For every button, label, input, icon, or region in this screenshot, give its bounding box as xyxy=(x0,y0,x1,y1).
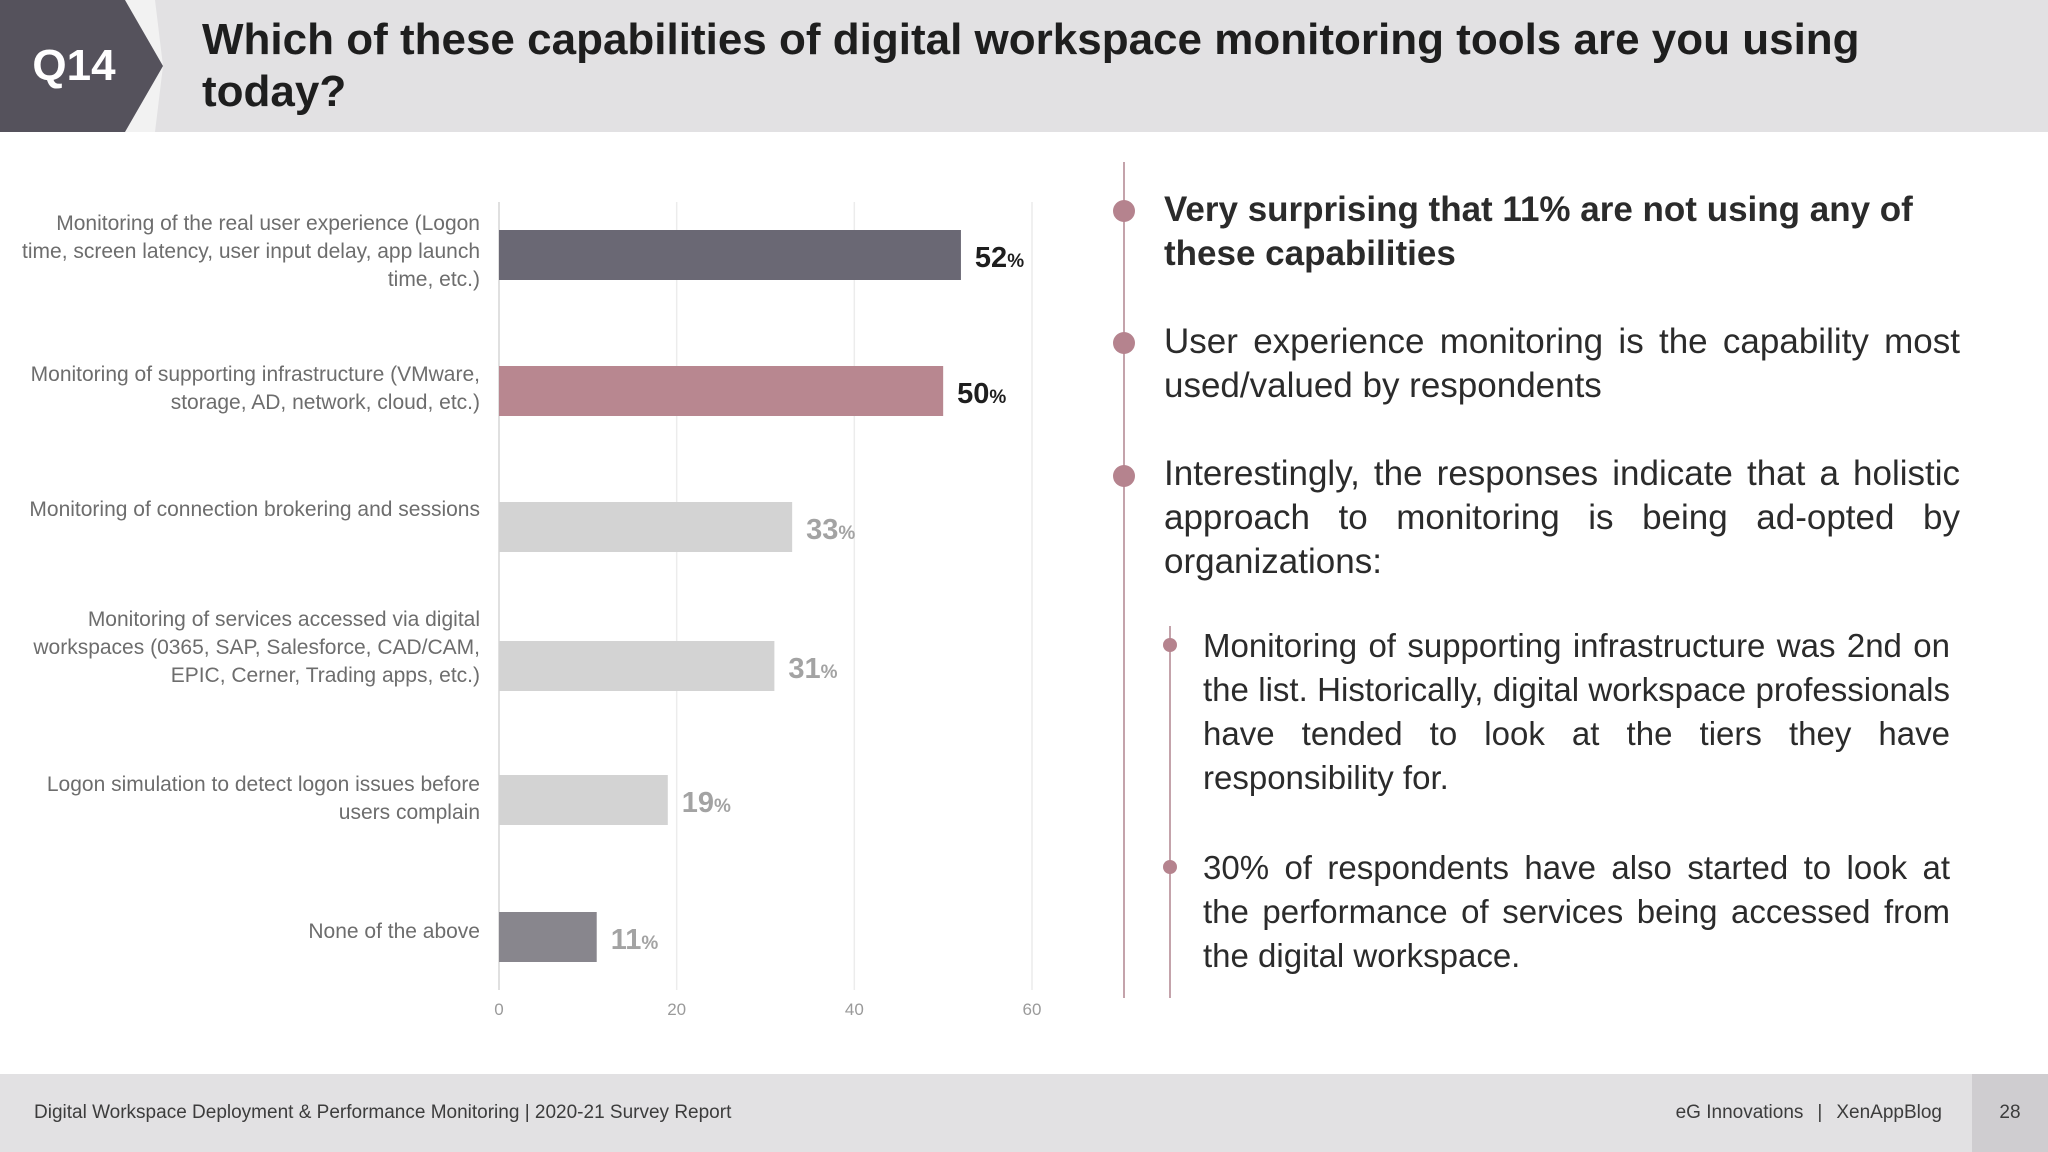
question-number: Q14 xyxy=(32,41,116,90)
insight-subpoint: 30% of respondents have also started to … xyxy=(1203,849,1950,974)
header-bar: Q14 Which of these capabilities of digit… xyxy=(0,0,2048,132)
category-label: Monitoring of supporting infrastructure … xyxy=(30,363,480,414)
x-tick-label: 20 xyxy=(667,1000,687,1019)
question-badge xyxy=(0,0,163,132)
bar xyxy=(499,775,668,825)
footer-bar: Digital Workspace Deployment & Performan… xyxy=(0,1074,2048,1152)
value-label: 50% xyxy=(957,378,1007,410)
category-label: Logon simulation to detect logon issues … xyxy=(46,773,480,824)
page-number: 28 xyxy=(1972,1074,2048,1152)
insight-point: Interestingly, the responses indicate th… xyxy=(1164,454,1960,581)
bullet-dot xyxy=(1113,200,1135,222)
insights-panel: Very surprising that 11% are not using a… xyxy=(1100,160,2000,1010)
bar xyxy=(499,502,793,552)
category-label: Monitoring of the real user experience (… xyxy=(22,212,480,291)
value-label: 33% xyxy=(806,514,856,546)
x-tick-label: 0 xyxy=(494,1000,504,1019)
bar xyxy=(499,230,961,280)
insight-point: User experience monitoring is the capabi… xyxy=(1164,322,1960,405)
bar xyxy=(499,641,775,691)
category-label: Monitoring of connection brokering and s… xyxy=(29,498,480,521)
x-tick-label: 60 xyxy=(1022,1000,1042,1019)
value-label: 31% xyxy=(788,653,838,685)
bar xyxy=(499,912,597,962)
sub-bullet-dot xyxy=(1163,860,1177,874)
bullet-dot xyxy=(1113,465,1135,487)
value-label: 52% xyxy=(974,242,1025,274)
chart-canvas xyxy=(498,202,1033,990)
sub-bullet-dot xyxy=(1163,638,1177,652)
x-tick-label: 40 xyxy=(844,1000,864,1019)
category-label: Monitoring of services accessed via digi… xyxy=(33,608,480,687)
timeline-line xyxy=(1123,162,1125,998)
insight-point: Very surprising that 11% are not using a… xyxy=(1164,190,1913,273)
sub-timeline-line xyxy=(1169,626,1171,998)
bar xyxy=(499,366,944,416)
footer-brands: eG Innovations | XenAppBlog xyxy=(1676,1074,1942,1152)
bullet-dot xyxy=(1113,332,1135,354)
badge-shape xyxy=(0,0,163,132)
bar-chart: Monitoring of the real user experience (… xyxy=(0,160,1080,1040)
report-title: Digital Workspace Deployment & Performan… xyxy=(34,1102,732,1123)
page-title: Which of these capabilities of digital w… xyxy=(202,15,1860,116)
category-label: None of the above xyxy=(308,920,480,943)
value-label: 11% xyxy=(610,924,659,956)
brand-eg-innovations: eG Innovations xyxy=(1675,1102,1804,1123)
insight-subpoint: Monitoring of supporting infrastructure … xyxy=(1203,627,1950,796)
brand-xenappblog: XenAppBlog xyxy=(1836,1102,1942,1123)
brand-separator: | xyxy=(1817,1102,1823,1123)
value-label: 19% xyxy=(681,787,731,819)
